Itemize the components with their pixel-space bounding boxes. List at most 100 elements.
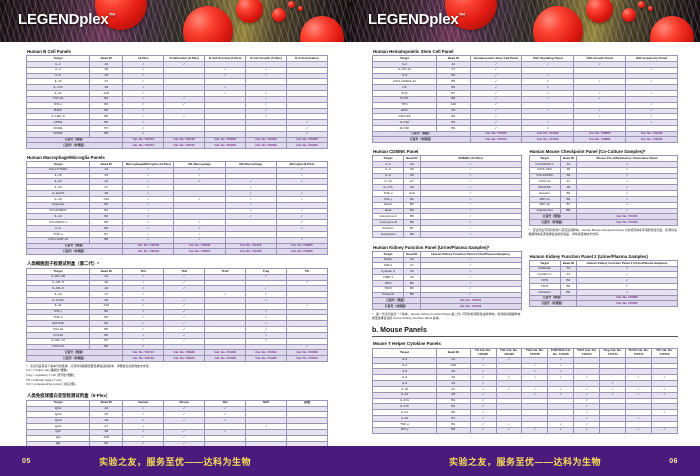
panel-check-cell: [286, 434, 328, 442]
panel-check-cell: ✓: [286, 343, 328, 351]
target-cell: IL-9: [371, 72, 438, 80]
bead-id-cell: B8: [89, 343, 124, 351]
table-row: BAFF B4 ✓ ✓: [25, 107, 328, 115]
table-row: IL-21 A10 ✓ ✓ ✓: [25, 302, 328, 310]
table-row: IL-6/IL-8 A6 ✓ ✓ ✓: [25, 285, 328, 293]
bead-id-cell: A6: [89, 285, 124, 293]
catalog-row: 订货号（非预混） Cat. No. 740722 Cat. No. 740931 Ca…: [25, 355, 328, 362]
bead-id-cell: B5: [89, 113, 124, 121]
panel-check-cell: [651, 380, 678, 387]
catalog-number: Cat. No. 740866: [573, 136, 627, 144]
bead-id-cell: B3: [89, 314, 124, 322]
bead-id-cell: B6: [89, 119, 124, 127]
bead-id-cell: A4: [89, 60, 124, 68]
table-row: IL-10 A7 ✓ ✓ ✓: [25, 291, 328, 298]
kidney-two-column: Human Kidney Function Panel (Urine/Plasm…: [371, 245, 678, 321]
page-banner-left: LEGENDplex™: [0, 0, 350, 42]
trademark-symbol: ™: [108, 13, 116, 20]
table-row: TNF-α B3 ✓ ✓ ✓: [25, 314, 328, 322]
table-row: IL-12p70 A8 ✓ ✓ ✓: [25, 190, 329, 197]
table-row: IL-9/IL-13 B7 ✓ ✓ ✓: [25, 337, 328, 345]
col-kidney-2: Human Kidney Function Panel 2 (Urine/Pla…: [528, 245, 678, 321]
target-cell: IL-17A: [371, 397, 438, 405]
table-cd8-nk-panel: Target Bead ID CD8/NK (13-Plex) IL-2 A4 ✓ IL-…: [371, 155, 522, 238]
panel-check-cell: [286, 60, 328, 68]
table-b-cell-panels: Target Bead ID 13-Plex Proliferation (6-Ple…: [25, 55, 328, 149]
catalog-number: Cat. No. 740452: [576, 219, 678, 226]
panel-check-cell: ✓: [651, 409, 678, 417]
catalog-row: 订货号（预混） Cat. No. 740721 Cat. No. 740930 Cat…: [25, 349, 328, 357]
table-title-hsc: Human Hematopoietic Stem Cell Panel: [373, 49, 454, 54]
table-row: IL-1β/IL-6 B5 ✓ ✓ ✓: [25, 113, 328, 121]
catalog-number: Cat. No. 740931: [163, 355, 206, 362]
panel-check-cell: ✓: [625, 119, 678, 127]
catalog-row-label: 订货号（预混）: [25, 136, 124, 144]
table-row: GM-CSF B2 ✓ ✓ ✓: [371, 113, 678, 121]
panel-check-cell: ✓: [576, 277, 678, 285]
panel-check-cell: [286, 308, 328, 316]
bead-id-cell: B6: [436, 426, 471, 434]
table-head: Target Bead ID Human Mouse Rat NHP 其他: [25, 399, 328, 407]
table-row: Calbindin A4 ✓: [528, 265, 678, 273]
bead-id-cell: A5: [89, 66, 124, 74]
table-row: IgG2 A5 ✓ ✓ ✓: [25, 411, 328, 419]
table-row: IgG3 A6 ✓ ✓ ✓: [25, 417, 328, 425]
catalog-number: Cat. No. 740936: [286, 142, 328, 149]
bead-id-cell: A10: [89, 302, 124, 310]
panel-check-cell: ✓: [625, 113, 678, 121]
bead-id-cell: B2: [559, 277, 578, 285]
table-body: IL-2 A4 ✓ ✓ ✓ IL-4 A10 ✓ ✓ ✓ IL-5 A5 ✓ ✓ ✓ IL-6 A6 ✓ ✓ ✓ ✓ ✓ ✓…: [371, 356, 678, 434]
bead-id-cell: A7: [89, 291, 124, 298]
page-number: 06: [669, 457, 678, 465]
catalog-row: 订货号（预混） Cat. No. 740451: [528, 213, 678, 220]
header-row: Target Bead ID Mouse Pro-inflammatory Chem…: [528, 155, 678, 162]
panel-check-cell: [286, 84, 328, 92]
panel-check-cell: [286, 314, 328, 322]
table-row: IL-2/IL-2R A4 ✓ ✓ ✓: [25, 273, 328, 281]
bead-id-cell: B2: [403, 279, 421, 287]
table-row: NGAL A4 ✓: [371, 256, 522, 264]
target-cell: M-CSF: [371, 125, 438, 132]
table-row: CCL2/MCP-1 A4 ✓: [528, 160, 678, 168]
bead-id-cell: A10: [89, 90, 124, 97]
table-row: IL-6 A6 ✓ ✓ ✓ ✓ ✓ ✓ ✓: [371, 374, 678, 382]
panel-check-cell: [286, 326, 328, 333]
column-header: Bead ID: [436, 347, 471, 358]
column-header: TH17 Cat. No. 740741: [573, 347, 601, 358]
table-row: Cystatin C A7 ✓: [528, 271, 678, 279]
panel-check-cell: ✓: [419, 230, 522, 238]
panel-check-cell: ✓: [625, 107, 678, 115]
table-row: CCL2/MCP-1 B5 ✓ ✓ ✓: [25, 219, 329, 227]
target-cell: IL-2: [371, 356, 438, 364]
red-cell-icon: [288, 1, 295, 8]
table-body: IL-2/IL-2R A4 ✓ ✓ ✓ IL-4/IL-5 A5 ✓ ✓ ✓ IL-6/IL-8 A6…: [25, 273, 328, 362]
table-head: Target Bead ID Human Kidney Function Panel…: [528, 259, 678, 267]
table-row: TGF-β1 B5 ✓ ✓ ✓: [25, 326, 328, 333]
header-row: Target Bead ID Human Kidney Function Panel…: [528, 259, 678, 267]
catalog-number: Cat. No. 740722: [122, 355, 165, 362]
target-cell: Granulysin: [371, 230, 405, 238]
table-row: SCF B7 ✓ ✓ ✓ ✓: [371, 90, 678, 97]
panel-check-cell: [625, 60, 678, 68]
panel-check-cell: ✓: [573, 426, 601, 434]
table-row: IL-21 B5 ✓ ✓ ✓: [371, 409, 678, 417]
table-row: GM-CSF B4 ✓ ✓ ✓: [25, 320, 328, 328]
target-cell: IL-21: [371, 409, 438, 417]
panel-check-cell: [286, 423, 328, 430]
panel-check-cell: [651, 415, 678, 422]
table-row: IL-7/IL-11 A7 ✓ ✓: [371, 66, 678, 74]
catalog-row: 订货号（预混） Cat. No. 740503 Cat. No. 740506 Cat…: [25, 242, 329, 250]
panel-check-cell: ✓: [576, 207, 678, 215]
header-row: Target Bead ID TH Cat. No. 740005 TH1 Cat. …: [371, 347, 678, 358]
panel-check-cell: [625, 84, 678, 92]
catalog-row: 订货号（非预混） Cat. No. 740452: [372, 303, 522, 310]
bead-id-cell: B3: [89, 101, 124, 109]
table-row: IL-2 A4 ✓ ✓ ✓: [371, 356, 678, 364]
panel-check-cell: [651, 368, 678, 376]
bead-id-cell: A6: [89, 72, 124, 80]
panel-check-cell: [286, 285, 328, 293]
panel-check-cell: [286, 337, 328, 345]
table-row: M-CSF B9 ✓ ✓: [371, 125, 678, 132]
target-cell: G-CSF: [371, 119, 438, 127]
catalog-number: Cat. No. 740524: [469, 136, 523, 144]
